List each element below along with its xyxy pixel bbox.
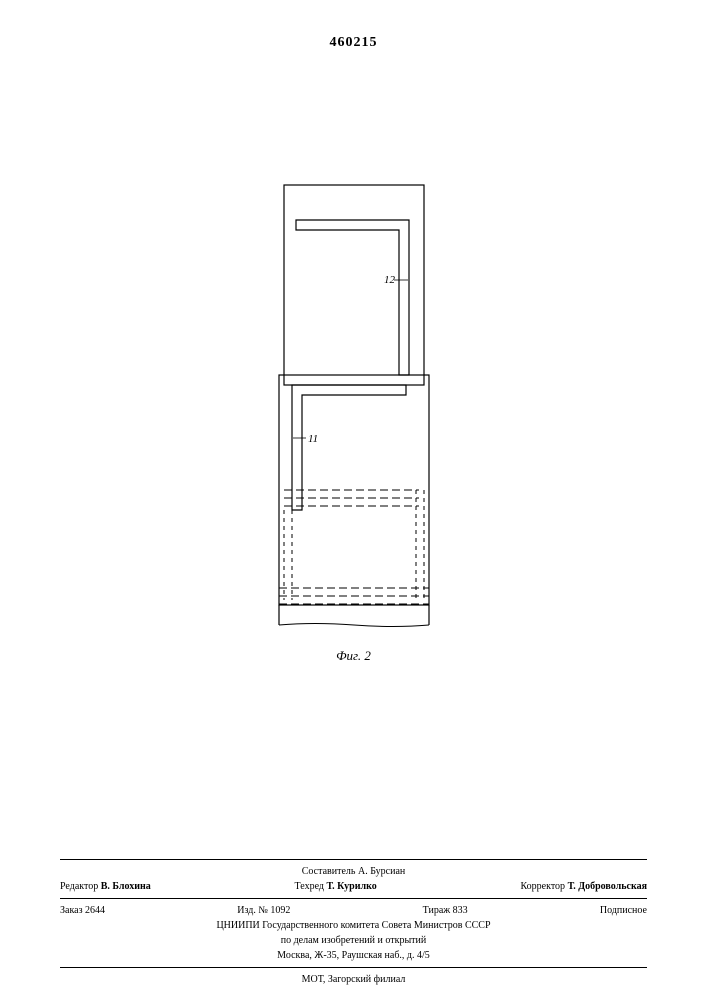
compiler-row: Составитель А. Бурсиан (60, 864, 647, 879)
patent-number: 460215 (330, 35, 378, 51)
corrector: Корректор Т. Добровольская (520, 881, 647, 892)
divider-bottom (60, 967, 647, 968)
tirazh: Тираж 833 (423, 905, 468, 916)
figure-caption: Фиг. 2 (336, 648, 371, 664)
staff-row: Редактор В. Блохина Техред Т. Курилко Ко… (60, 879, 647, 894)
address: Москва, Ж-35, Раушская наб., д. 4/5 (60, 948, 647, 963)
technical-figure: 12 11 (264, 180, 444, 630)
subscription: Подписное (600, 905, 647, 916)
ref-label-11: 11 (308, 433, 318, 445)
divider-mid (60, 898, 647, 899)
compiler-name: А. Бурсиан (358, 866, 405, 877)
figure-svg: 12 11 (264, 180, 444, 630)
divider-top (60, 859, 647, 860)
izd: Изд. № 1092 (237, 905, 290, 916)
credits-section: Составитель А. Бурсиан Редактор В. Блохи… (60, 855, 647, 987)
order: Заказ 2644 (60, 905, 105, 916)
printer: МОТ, Загорский филиал (60, 972, 647, 987)
compiler-label: Составитель (302, 866, 356, 877)
editor: Редактор В. Блохина (60, 881, 151, 892)
order-row: Заказ 2644 Изд. № 1092 Тираж 833 Подписн… (60, 903, 647, 918)
org-line1: ЦНИИПИ Государственного комитета Совета … (60, 918, 647, 933)
ref-label-12: 12 (384, 274, 396, 286)
org-line2: по делам изобретений и открытий (60, 933, 647, 948)
techred: Техред Т. Курилко (295, 881, 377, 892)
